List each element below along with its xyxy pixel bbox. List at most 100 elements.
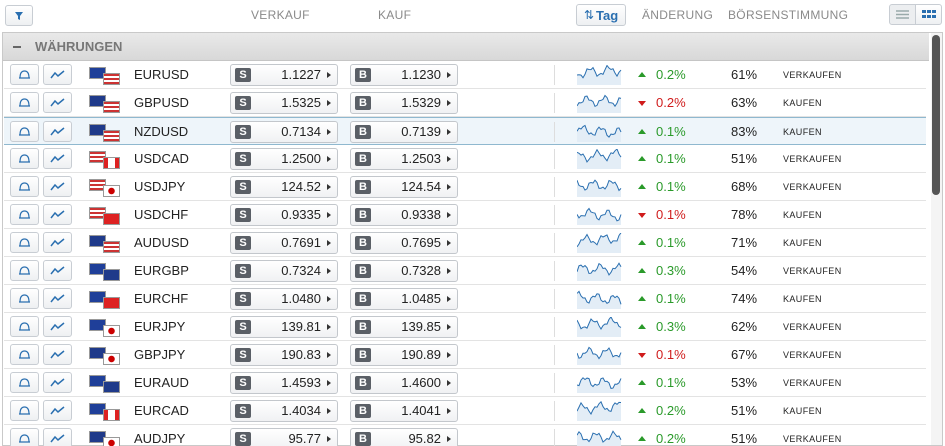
period-button[interactable]: ⇅ Tag <box>576 4 626 26</box>
bell-icon <box>19 350 30 359</box>
table-row[interactable]: EURAUD S 1.4593 B 1.4600 0.1% 53% VERKAUFEN <box>4 369 926 397</box>
buy-button[interactable]: B 0.9338 <box>350 204 458 226</box>
chart-button[interactable] <box>43 176 72 197</box>
chart-button[interactable] <box>43 372 72 393</box>
buy-button[interactable]: B 139.85 <box>350 316 458 338</box>
table-row[interactable]: USDCHF S 0.9335 B 0.9338 0.1% 78% KAUFEN <box>4 201 926 229</box>
buy-button[interactable]: B 0.7328 <box>350 260 458 282</box>
chart-button[interactable] <box>43 428 72 446</box>
buy-button[interactable]: B 0.7139 <box>350 121 458 143</box>
chart-button[interactable] <box>43 400 72 421</box>
scrollbar[interactable] <box>931 33 942 445</box>
alert-button[interactable] <box>10 316 39 337</box>
buy-button[interactable]: B 1.2503 <box>350 148 458 170</box>
table-row[interactable]: EURUSD S 1.1227 B 1.1230 0.2% 61% VERKAUFEN <box>4 61 926 89</box>
alert-button[interactable] <box>10 288 39 309</box>
alert-button[interactable] <box>10 400 39 421</box>
alert-button[interactable] <box>10 372 39 393</box>
sell-button[interactable]: S 190.83 <box>230 344 338 366</box>
pair-name: AUDUSD <box>134 235 189 250</box>
scroll-thumb[interactable] <box>932 35 940 195</box>
chart-icon <box>50 127 65 136</box>
buy-button[interactable]: B 124.54 <box>350 176 458 198</box>
sell-button[interactable]: S 1.4034 <box>230 400 338 422</box>
alert-button[interactable] <box>10 232 39 253</box>
sell-button[interactable]: S 0.7324 <box>230 260 338 282</box>
sell-button[interactable]: S 1.0480 <box>230 288 338 310</box>
alert-button[interactable] <box>10 121 39 142</box>
sell-button[interactable]: S 139.81 <box>230 316 338 338</box>
table-row[interactable]: EURGBP S 0.7324 B 0.7328 0.3% 54% VERKAUFEN <box>4 257 926 285</box>
change-arrow <box>638 380 646 385</box>
chart-button[interactable] <box>43 316 72 337</box>
caret <box>327 212 331 218</box>
change-arrow <box>638 184 646 189</box>
sell-button[interactable]: S 1.1227 <box>230 64 338 86</box>
buy-button[interactable]: B 95.82 <box>350 428 458 446</box>
table-row[interactable]: USDCAD S 1.2500 B 1.2503 0.1% 51% VERKAUFEN <box>4 145 926 173</box>
alert-button[interactable] <box>10 204 39 225</box>
table-row[interactable]: GBPJPY S 190.83 B 190.89 0.1% 67% VERKAUFEN <box>4 341 926 369</box>
sell-button[interactable]: S 0.7691 <box>230 232 338 254</box>
chart-button[interactable] <box>43 64 72 85</box>
sell-button[interactable]: S 0.9335 <box>230 204 338 226</box>
table-row[interactable]: EURCAD S 1.4034 B 1.4041 0.2% 51% KAUFEN <box>4 397 926 425</box>
buy-price: 124.54 <box>401 179 441 194</box>
sparkline <box>577 401 622 421</box>
alert-button[interactable] <box>10 64 39 85</box>
alert-button[interactable] <box>10 344 39 365</box>
buy-tag: B <box>355 96 371 110</box>
pair-name: AUDJPY <box>134 431 186 446</box>
section-header[interactable]: WÄHRUNGEN <box>3 33 929 61</box>
buy-tag: B <box>355 404 371 418</box>
table-row[interactable]: EURCHF S 1.0480 B 1.0485 0.1% 74% KAUFEN <box>4 285 926 313</box>
sell-tag: S <box>235 292 251 306</box>
sell-button[interactable]: S 1.5325 <box>230 92 338 114</box>
alert-button[interactable] <box>10 428 39 446</box>
alert-button[interactable] <box>10 260 39 281</box>
table-row[interactable]: AUDJPY S 95.77 B 95.82 0.2% 51% VERKAUFEN <box>4 425 926 446</box>
sentiment-label: VERKAUFEN <box>783 434 842 444</box>
table-row[interactable]: NZDUSD S 0.7134 B 0.7139 0.1% 83% KAUFEN <box>4 117 926 145</box>
pair-name: USDCHF <box>134 207 189 222</box>
chart-icon <box>50 70 65 79</box>
sell-button[interactable]: S 95.77 <box>230 428 338 446</box>
sell-button[interactable]: S 124.52 <box>230 176 338 198</box>
chart-button[interactable] <box>43 344 72 365</box>
buy-button[interactable]: B 1.0485 <box>350 288 458 310</box>
buy-button[interactable]: B 1.4041 <box>350 400 458 422</box>
sell-price: 1.4034 <box>281 403 321 418</box>
buy-price: 0.9338 <box>401 207 441 222</box>
table-row[interactable]: EURJPY S 139.81 B 139.85 0.3% 62% VERKAUFEN <box>4 313 926 341</box>
pair-name: GBPUSD <box>134 95 189 110</box>
chart-button[interactable] <box>43 232 72 253</box>
chart-icon <box>50 378 65 387</box>
alert-button[interactable] <box>10 176 39 197</box>
tile-view-button[interactable] <box>915 4 942 25</box>
buy-button[interactable]: B 190.89 <box>350 344 458 366</box>
buy-button[interactable]: B 1.1230 <box>350 64 458 86</box>
sell-button[interactable]: S 1.4593 <box>230 372 338 394</box>
chart-button[interactable] <box>43 260 72 281</box>
buy-button[interactable]: B 1.4600 <box>350 372 458 394</box>
table-row[interactable]: USDJPY S 124.52 B 124.54 0.1% 68% VERKAUFEN <box>4 173 926 201</box>
chart-button[interactable] <box>43 204 72 225</box>
chart-button[interactable] <box>43 121 72 142</box>
buy-button[interactable]: B 0.7695 <box>350 232 458 254</box>
list-view-button[interactable] <box>889 4 916 25</box>
buy-button[interactable]: B 1.5329 <box>350 92 458 114</box>
sell-price: 1.4593 <box>281 375 321 390</box>
chart-button[interactable] <box>43 92 72 113</box>
sell-button[interactable]: S 0.7134 <box>230 121 338 143</box>
filter-button[interactable] <box>5 5 33 26</box>
chart-button[interactable] <box>43 148 72 169</box>
sell-tag: S <box>235 68 251 82</box>
sparkline <box>577 377 622 393</box>
table-row[interactable]: GBPUSD S 1.5325 B 1.5329 0.2% 63% KAUFEN <box>4 89 926 117</box>
caret <box>327 408 331 414</box>
table-row[interactable]: AUDUSD S 0.7691 B 0.7695 0.1% 71% KAUFEN <box>4 229 926 257</box>
alert-button[interactable] <box>10 92 39 113</box>
chart-button[interactable] <box>43 288 72 309</box>
sell-button[interactable]: S 1.2500 <box>230 148 338 170</box>
alert-button[interactable] <box>10 148 39 169</box>
